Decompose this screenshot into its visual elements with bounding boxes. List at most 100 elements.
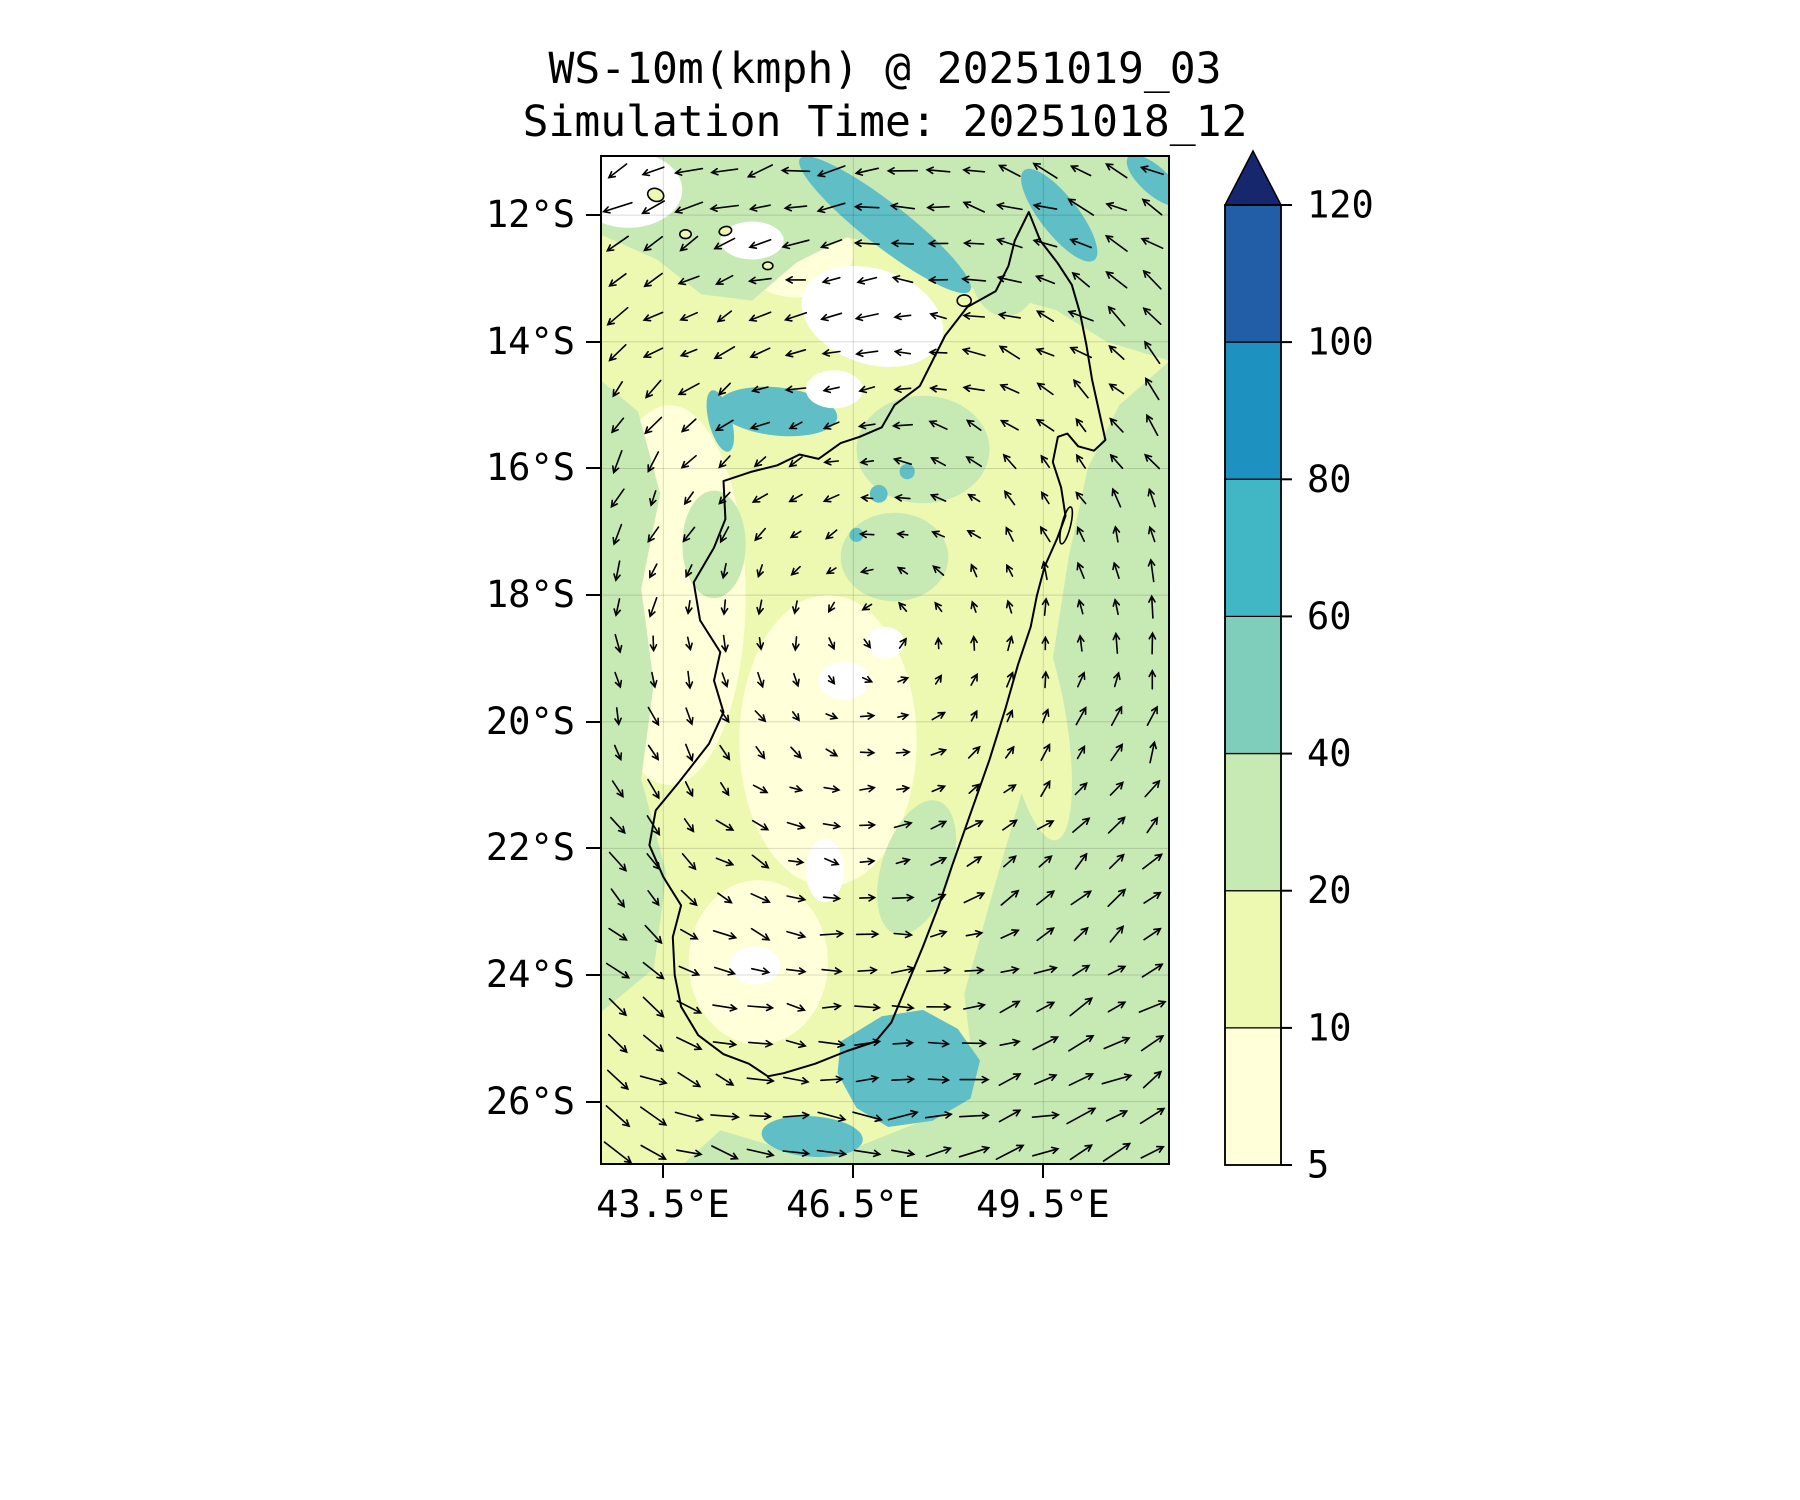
wind-arrow <box>890 965 916 974</box>
wind-arrow <box>1073 926 1089 942</box>
wind-arrow <box>961 1039 988 1048</box>
wind-arrow <box>1070 890 1093 906</box>
wind-arrow <box>1000 889 1020 906</box>
wind-arrow <box>639 1075 668 1086</box>
wind-arrow <box>855 1074 880 1083</box>
wind-arrow <box>676 1000 703 1014</box>
wind-arrow <box>898 637 907 649</box>
wind-arrow <box>613 560 621 582</box>
wind-arrow <box>926 1003 952 1011</box>
wind-arrow <box>1036 890 1056 906</box>
wind-arrow <box>1041 635 1050 651</box>
wind-arrow <box>1038 855 1053 868</box>
wind-arrow <box>784 349 807 358</box>
map-border <box>600 155 1170 1165</box>
wind-arrow <box>825 748 839 757</box>
wind-arrow <box>1075 706 1087 726</box>
wind-arrow <box>1075 491 1087 505</box>
wind-arrow <box>606 1069 630 1091</box>
wind-arrow <box>757 671 765 689</box>
wind-arrow <box>817 1111 847 1122</box>
wind-arrow <box>746 1076 775 1085</box>
wind-arrow <box>786 930 807 939</box>
wind-arrow <box>858 385 876 394</box>
wind-arrow <box>1005 599 1014 614</box>
wind-arrow <box>710 1112 741 1121</box>
wind-arrow <box>643 272 663 288</box>
wind-arrow <box>821 967 843 975</box>
wind-arrow <box>747 276 772 285</box>
colorbar-tick-label: 20 <box>1307 869 1352 912</box>
wind-arrow <box>1138 1000 1167 1013</box>
wind-arrow <box>1108 383 1125 395</box>
wind-arrow <box>642 311 664 322</box>
wind-arrow <box>718 455 731 469</box>
wind-arrow <box>608 273 627 287</box>
wind-arrow <box>854 167 879 176</box>
y-tick-label: 18°S <box>485 573 575 616</box>
wind-arrow <box>788 493 803 503</box>
y-tick-label: 24°S <box>485 953 575 996</box>
wind-arrow <box>859 712 876 720</box>
wind-arrow <box>789 530 802 539</box>
wind-arrow <box>998 1073 1022 1086</box>
wind-arrow <box>828 637 836 651</box>
wind-speed-region <box>869 484 888 503</box>
wind-arrow <box>647 706 660 727</box>
wind-arrow <box>676 1036 703 1051</box>
wind-speed-region <box>899 464 915 480</box>
wind-arrow <box>970 672 978 686</box>
wind-arrow <box>784 385 807 394</box>
wind-arrow <box>1077 671 1086 688</box>
colorbar-segment <box>1224 478 1282 617</box>
wind-arrow <box>1147 487 1156 508</box>
wind-arrow <box>610 816 626 835</box>
wind-arrow <box>1036 927 1055 942</box>
wind-arrow <box>683 491 694 506</box>
wind-arrow <box>962 312 986 320</box>
wind-arrow <box>931 784 947 793</box>
wind-arrow <box>641 200 665 215</box>
colorbar-tick-label: 60 <box>1307 595 1352 638</box>
wind-arrow <box>1040 743 1051 762</box>
wind-arrow <box>649 490 657 507</box>
wind-arrow <box>889 202 916 211</box>
wind-arrow <box>896 784 911 793</box>
wind-arrow <box>963 1002 987 1010</box>
wind-arrow <box>999 383 1020 394</box>
wind-arrow <box>1149 740 1157 764</box>
wind-arrow <box>648 597 658 618</box>
wind-arrow <box>962 166 986 175</box>
wind-arrow <box>642 996 665 1018</box>
wind-arrow <box>1144 340 1161 365</box>
wind-arrow <box>958 1145 991 1158</box>
wind-arrow <box>859 566 874 575</box>
y-tick-mark <box>586 594 600 596</box>
colorbar-extend-arrow <box>1223 149 1283 206</box>
wind-arrow <box>647 451 660 473</box>
wind-arrow <box>641 166 665 177</box>
wind-arrow <box>783 1076 810 1085</box>
wind-arrow <box>820 312 843 322</box>
wind-arrow <box>1002 453 1017 470</box>
x-tick-mark <box>1042 1165 1044 1178</box>
wind-speed-region <box>706 390 735 452</box>
wind-arrow <box>608 927 628 941</box>
wind-arrow <box>673 167 704 176</box>
wind-arrow <box>786 967 807 975</box>
wind-arrow <box>1105 1110 1129 1122</box>
wind-arrow <box>893 312 912 321</box>
wind-speed-region <box>682 490 746 599</box>
wind-arrow <box>783 203 808 212</box>
wind-arrow <box>721 634 729 653</box>
wind-arrow <box>677 275 700 286</box>
wind-arrow <box>897 676 910 684</box>
wind-arrow <box>676 1149 703 1158</box>
wind-arrow <box>1005 526 1014 542</box>
colorbar-tick-label: 80 <box>1307 458 1352 501</box>
wind-arrow <box>961 347 986 357</box>
wind-arrow <box>1071 271 1090 288</box>
wind-arrow <box>1143 453 1161 470</box>
wind-arrow <box>821 276 841 285</box>
y-tick-mark <box>586 1101 600 1103</box>
